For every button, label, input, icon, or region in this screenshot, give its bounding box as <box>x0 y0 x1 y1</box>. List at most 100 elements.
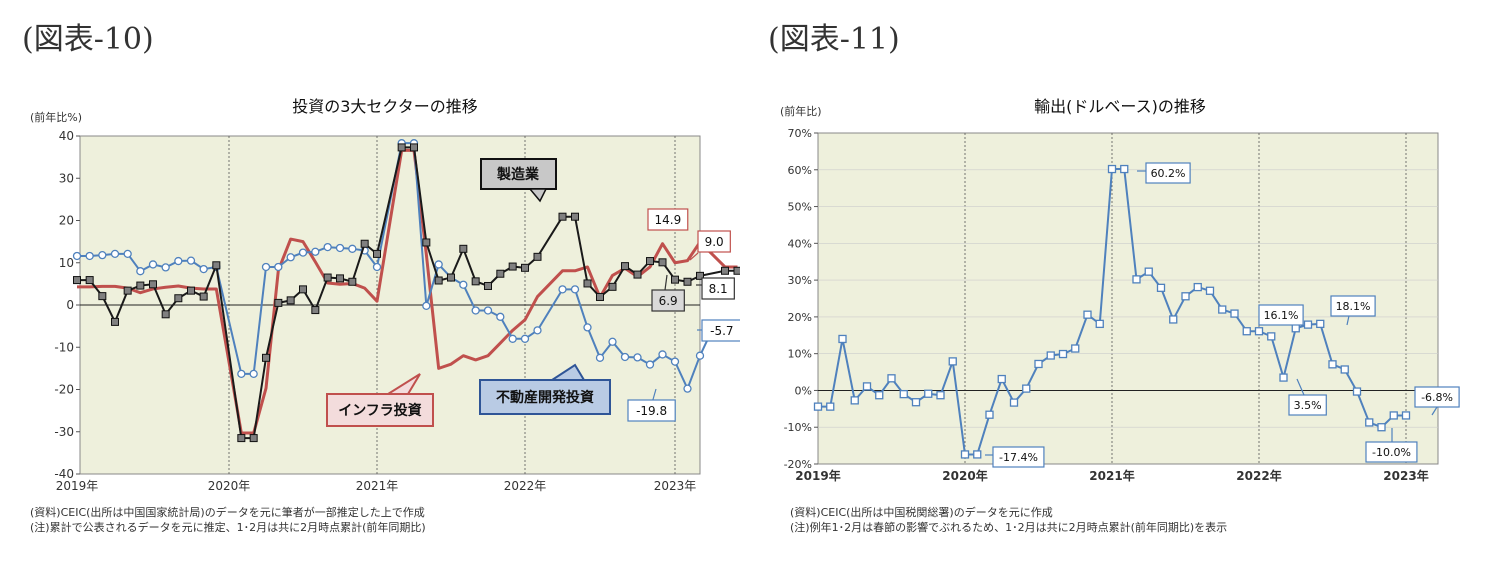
exports-series-point <box>1303 320 1313 329</box>
label-exports-2020low: -17.4% <box>999 451 1038 464</box>
realestate-series-point <box>249 369 258 379</box>
realestate-series-point <box>348 244 357 253</box>
manufacturing-series-point <box>212 261 221 270</box>
manufacturing-series-point <box>85 276 94 285</box>
realestate-series-point <box>323 242 332 252</box>
exports-series-point <box>1377 423 1386 432</box>
exports-series-point <box>850 396 859 405</box>
realestate-series-point <box>148 260 158 269</box>
chart10-note-source: (資料)CEIC(出所は中国国家統計局)のデータを元に筆者が一部推定した上で作成 <box>30 506 425 519</box>
exports-series-point <box>1095 319 1104 329</box>
realestate-series-point <box>298 248 308 257</box>
chart11-note-source: (資料)CEIC(出所は中国税関総署)のデータを元に作成 <box>790 506 1053 519</box>
y-tick-label: -10% <box>784 421 812 434</box>
chart11-plot-area: -20% -10% 0% 10% 20% 30% 40% 50% 60% 70% 2019年 2020… <box>784 127 1460 483</box>
manufacturing-series-point <box>422 238 431 247</box>
realestate-series-point <box>161 263 170 272</box>
label-manufacturing-2022dec: 6.9 <box>659 294 678 308</box>
exports-series-point <box>960 450 970 459</box>
exports-series-point <box>1218 305 1227 314</box>
manufacturing-series-point <box>596 292 604 301</box>
y-tick-label: 70% <box>788 127 812 140</box>
manufacturing-series-point <box>521 263 529 272</box>
y-tick-label: -30 <box>54 425 74 439</box>
realestate-series-point <box>72 251 82 261</box>
realestate-series-point <box>658 350 667 359</box>
manufacturing-series-point <box>733 266 740 275</box>
manufacturing-series-point <box>484 281 492 290</box>
exports-series-point <box>1181 292 1190 301</box>
realestate-series-point <box>459 280 468 289</box>
manufacturing-series-point <box>471 277 480 286</box>
y-tick-label: -20% <box>784 458 812 471</box>
manufacturing-series-point <box>533 252 542 261</box>
label-realestate-low: -19.8 <box>636 404 667 418</box>
realestate-series-point <box>110 249 120 259</box>
exports-series-point <box>1009 398 1019 407</box>
realestate-series-point <box>434 260 443 269</box>
exports-series-point <box>1242 327 1251 336</box>
y-tick-label: 50% <box>788 201 812 214</box>
label-exports-last-box <box>1414 386 1460 408</box>
manufacturing-series-point <box>199 292 208 301</box>
figure-10-label: (図表-10) <box>22 22 154 57</box>
manufacturing-callout-box <box>480 158 557 190</box>
y-tick-label: -40 <box>54 467 74 481</box>
exports-series-point <box>1058 349 1068 359</box>
label-infra-peak: 14.9 <box>655 213 682 227</box>
exports-series-point <box>1316 319 1325 329</box>
manufacturing-series-point <box>348 277 357 286</box>
realestate-callout-box <box>479 379 611 415</box>
exports-series-point <box>875 391 884 400</box>
manufacturing-series-point <box>336 274 344 283</box>
manufacturing-callout-label: 製造業 <box>496 166 540 183</box>
x-tick-label: 2021年 <box>1089 468 1134 483</box>
realestate-series-point <box>85 251 94 261</box>
y-tick-label: -20 <box>54 383 74 397</box>
realestate-series-point <box>335 243 345 253</box>
label-exports-2020low-box <box>992 446 1045 468</box>
manufacturing-series-point <box>123 286 132 295</box>
label-exports-2022apr: 3.5% <box>1294 399 1322 412</box>
manufacturing-series-point <box>508 262 517 271</box>
y-tick-label: 40 <box>59 129 74 143</box>
manufacturing-series-point <box>262 353 270 362</box>
label-exports-last-leader <box>1431 406 1438 416</box>
manufacturing-series-point <box>721 266 729 275</box>
figure-11-label: (図表-11) <box>768 22 900 57</box>
y-tick-label: 40% <box>788 237 812 250</box>
realestate-series-point <box>608 337 617 346</box>
y-tick-label: 20% <box>788 311 812 324</box>
exports-series-point <box>1120 164 1129 174</box>
realestate-series-point <box>670 357 680 366</box>
x-tick-label: 2020年 <box>208 479 251 493</box>
realestate-series-point <box>422 301 431 310</box>
exports-series-point <box>1071 344 1080 353</box>
manufacturing-series-point <box>161 310 170 319</box>
realestate-series-point <box>311 247 320 256</box>
manufacturing-series-point <box>274 298 283 307</box>
label-exports-2022dec: -10.0% <box>1372 446 1411 459</box>
realestate-series-point <box>471 306 480 315</box>
manufacturing-series-point <box>410 143 418 152</box>
exports-series-point <box>838 334 847 344</box>
exports-series-point <box>948 357 957 366</box>
manufacturing-series-point <box>373 249 381 258</box>
manufacturing-series-point <box>447 273 455 282</box>
x-tick-label: 2022年 <box>1236 468 1281 483</box>
exports-series-point <box>1144 267 1153 276</box>
label-exports-peak: 60.2% <box>1151 167 1186 180</box>
label-infra-last-box <box>697 230 731 253</box>
manufacturing-series-point <box>299 285 307 294</box>
y-tick-label: 30% <box>788 274 812 287</box>
realestate-series-point <box>199 264 208 274</box>
manufacturing-series-point <box>149 280 157 289</box>
manufacturing-callout-pointer <box>528 188 548 203</box>
realestate-series-point <box>583 323 592 332</box>
realestate-series-point <box>508 334 517 343</box>
manufacturing-series-point <box>323 273 332 282</box>
exports-series-point <box>924 389 933 398</box>
exports-series-point <box>862 382 872 391</box>
chart11-unit-label: (前年比) <box>780 104 822 118</box>
realestate-series-point <box>533 326 542 335</box>
